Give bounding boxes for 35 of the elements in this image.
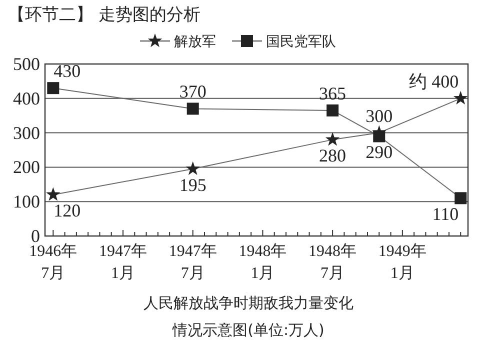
legend-label: 解放军 <box>174 34 216 50</box>
data-label: 110 <box>432 204 459 224</box>
point <box>186 102 199 115</box>
y-tick-label: 100 <box>13 192 40 212</box>
x-tick-label: 1948年 7月 <box>308 243 357 282</box>
x-tick-label: 1946年 7月 <box>29 243 78 282</box>
y-tick-label: 0 <box>31 226 40 246</box>
point <box>326 104 339 116</box>
data-label: 约 400 <box>409 71 459 92</box>
point <box>325 132 340 146</box>
legend-label: 国民党军队 <box>266 34 336 50</box>
data-label: 430 <box>54 61 81 82</box>
data-label: 290 <box>366 142 393 162</box>
x-tick-label: 1947年 1月 <box>99 243 148 282</box>
point <box>373 130 386 142</box>
data-label: 120 <box>54 200 81 221</box>
x-tick-label: 1949年 1月 <box>378 243 426 282</box>
point <box>186 161 200 175</box>
point <box>453 90 468 104</box>
y-tick-label: 500 <box>13 54 40 74</box>
text: 人民解放战争时期敌我力量变化 <box>144 294 354 312</box>
y-tick-label: 200 <box>13 157 40 178</box>
chart-title: 【环节二】 走势图的分析 <box>8 5 200 25</box>
data-label: 195 <box>179 174 206 195</box>
data-label: 280 <box>319 146 346 166</box>
x-tick-label: 1947年 7月 <box>168 243 217 282</box>
text: 情况示意图(单位:万人) <box>172 321 324 339</box>
point <box>454 192 467 204</box>
data-label: 300 <box>366 106 393 126</box>
y-tick-label: 400 <box>13 88 40 108</box>
point <box>47 82 60 94</box>
point <box>46 187 60 201</box>
y-tick-label: 300 <box>13 122 40 143</box>
x-tick-label: 1948年 1月 <box>238 243 287 282</box>
data-label: 370 <box>179 82 206 102</box>
